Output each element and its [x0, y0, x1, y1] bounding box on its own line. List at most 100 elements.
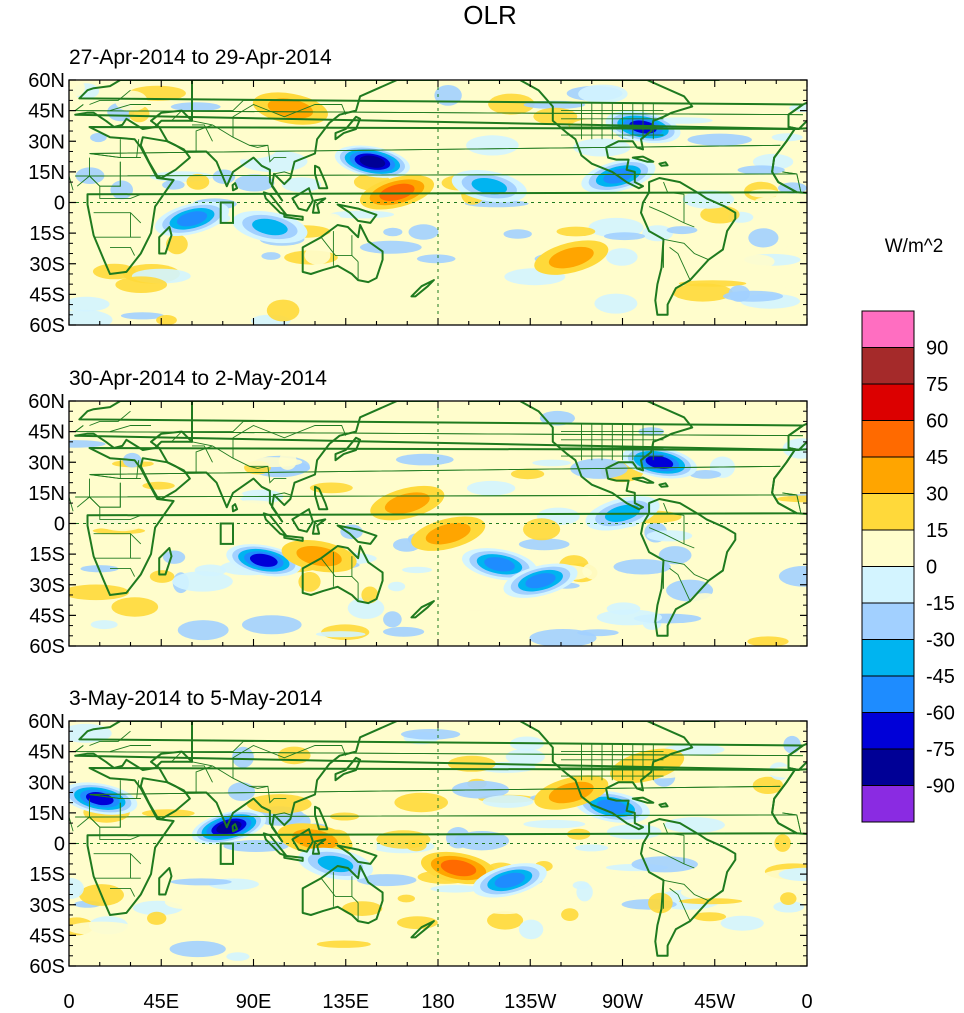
anomaly-blob [232, 746, 254, 768]
anomaly-blob [591, 872, 627, 886]
y-tick-label: 15S [29, 864, 65, 886]
country-border [648, 206, 695, 228]
country-border [69, 816, 74, 832]
anomaly-blob [359, 240, 422, 254]
coastline-arabia [139, 457, 191, 500]
country-border [136, 139, 140, 158]
y-tick-label: 45S [29, 284, 65, 306]
anomaly-blob [281, 177, 322, 193]
anomaly-blob [717, 796, 744, 806]
country-border [232, 103, 347, 138]
country-border [669, 568, 691, 602]
anomaly-blob [115, 90, 148, 112]
anomaly-blob [401, 729, 461, 740]
y-tick-label: 30S [29, 575, 65, 597]
anomaly-blob [446, 603, 505, 611]
anomaly-center [176, 211, 208, 227]
coastline-arabia [139, 136, 191, 179]
x-tick-label: 90W [602, 991, 643, 1013]
country-border [192, 765, 213, 783]
colorbar-units: W/m^2 [885, 236, 944, 257]
country-border [796, 814, 802, 834]
panels: 27-Apr-2014 to 29-Apr-201460N45N30N15N01… [28, 46, 808, 978]
anomaly-blob [263, 943, 310, 956]
country-border [110, 567, 136, 577]
coastline-newguinea [336, 203, 378, 224]
anomaly-blob [347, 597, 385, 619]
anomaly-blob [396, 130, 458, 148]
country-border [89, 89, 131, 105]
colorbar-swatch [861, 383, 915, 421]
anomaly-blob [156, 315, 177, 325]
coastline-nz [410, 600, 435, 619]
country-border [195, 765, 213, 793]
anomaly-center [548, 246, 594, 269]
y-tick-label: 0 [54, 834, 65, 856]
anomaly-center [525, 573, 556, 589]
anomaly-blob [576, 882, 593, 902]
coastline-europe [787, 101, 807, 130]
anomaly-blob [69, 80, 85, 97]
coastline-nz [410, 279, 435, 298]
map-field-3 [69, 721, 807, 966]
anomaly-blob [771, 133, 803, 142]
coastline-sumatra [262, 191, 288, 216]
colorbar-swatch [861, 566, 915, 604]
country-border [76, 478, 90, 508]
anomaly-blob [510, 468, 545, 480]
country-border [69, 496, 74, 512]
y-tick-label: 15N [28, 803, 65, 825]
anomaly-blob [624, 947, 646, 966]
colorbar-swatch [861, 420, 915, 458]
coastline-arabia [139, 777, 191, 820]
country-border [320, 557, 359, 584]
anomaly-blob [596, 609, 663, 626]
coastline-africa [86, 447, 798, 596]
y-tick-label: 60S [29, 315, 65, 337]
anomaly-blob [246, 794, 312, 814]
colorbar-swatch [861, 310, 915, 348]
anomaly-blob [164, 894, 204, 910]
anomaly-blob [523, 518, 561, 541]
coastline-hispaniola [658, 482, 669, 488]
anomaly-blob [383, 227, 403, 237]
anomaly-blob [425, 722, 444, 729]
anomaly-blob [388, 581, 406, 592]
anomaly-blob [778, 867, 807, 882]
x-tick-label: 135W [504, 991, 556, 1013]
colorbar-label: -90 [926, 776, 955, 798]
anomaly-blob [578, 84, 628, 104]
panel-title-3: 3-May-2014 to 5-May-2014 [69, 687, 323, 710]
colorbar-swatch [861, 712, 915, 750]
anomaly-blob [416, 254, 456, 264]
coastline-philippines [314, 164, 329, 190]
coastline-philippines [314, 805, 329, 831]
y-tick-label: 45S [29, 925, 65, 947]
coastline-samerica [640, 177, 737, 316]
coastlines [69, 721, 807, 957]
anomaly-blob [227, 782, 256, 801]
anomaly-blob [383, 611, 402, 628]
anomaly-blob [104, 161, 151, 172]
coastline-cuba [631, 155, 655, 163]
anomaly-blob [69, 296, 110, 312]
anomaly-blob [780, 892, 797, 905]
coastline-africa [86, 126, 798, 275]
anomaly-center [440, 859, 477, 877]
anomaly-blob [542, 946, 606, 962]
country-border [136, 460, 140, 479]
country-border [273, 492, 291, 496]
coastline-europe [74, 401, 804, 451]
anomaly-blob [533, 107, 578, 125]
anomaly-blob [163, 550, 186, 564]
anomaly-center [471, 177, 508, 195]
region-box [219, 522, 234, 545]
colorbar-label: 90 [926, 338, 948, 360]
y-tick-label: 45S [29, 605, 65, 627]
anomaly-blob [348, 838, 377, 856]
country-border [663, 502, 685, 516]
anomaly-blob [574, 844, 609, 852]
colorbar-swatch [861, 456, 915, 494]
